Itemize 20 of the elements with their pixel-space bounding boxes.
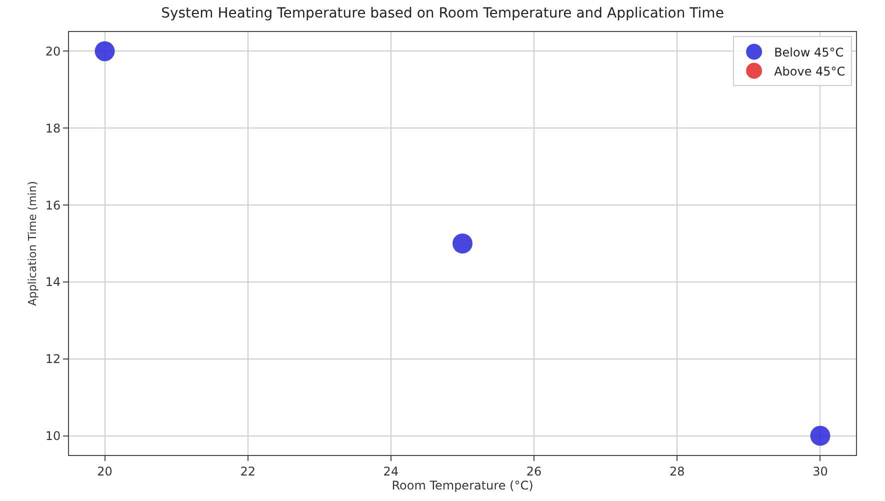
legend-label: Above 45°C (774, 64, 846, 78)
y-tick-label: 20 (45, 44, 61, 58)
legend-label: Below 45°C (774, 45, 844, 60)
point (94, 41, 115, 62)
x-tick-label: 20 (97, 464, 112, 478)
point (810, 426, 830, 446)
x-tick-label: 30 (812, 464, 828, 478)
x-axis-title: Room Temperature (°C) (392, 478, 534, 492)
x-tick-label: 26 (526, 464, 542, 478)
point (452, 234, 472, 254)
x-tick-label: 22 (240, 464, 256, 478)
y-tick-label: 12 (45, 352, 61, 366)
y-tick-label: 16 (45, 198, 61, 212)
y-tick-label: 18 (45, 121, 61, 136)
y-tick-label: 10 (45, 428, 61, 443)
chart-title: System Heating Temperature based on Room Temperature and Application Time (161, 5, 724, 22)
y-tick-label: 14 (45, 275, 61, 290)
x-tick-label: 28 (670, 464, 685, 478)
y-axis-title: Application Time (min) (26, 181, 39, 306)
x-tick-label: 24 (383, 464, 399, 478)
